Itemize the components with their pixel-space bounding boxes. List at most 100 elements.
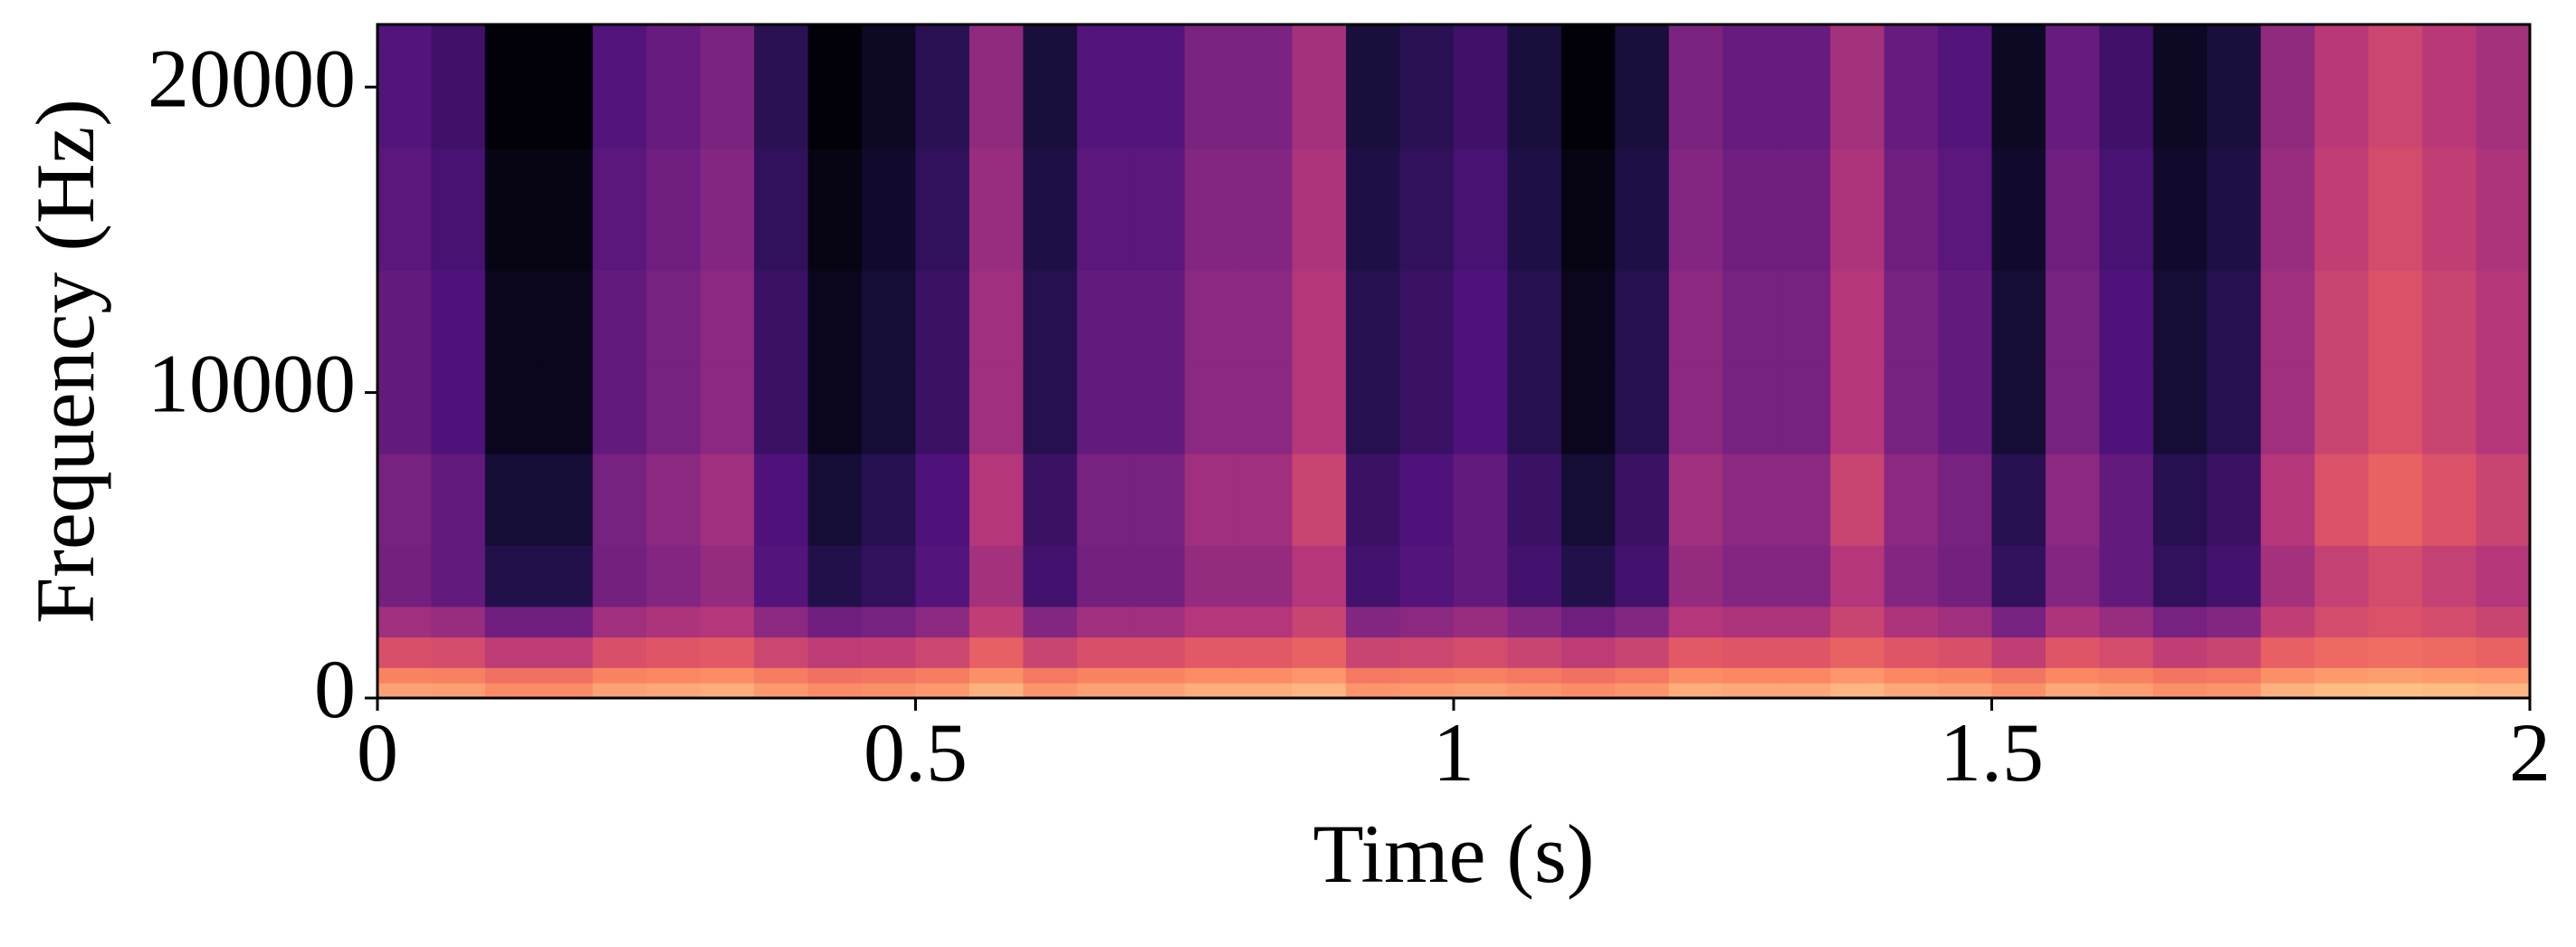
spectrogram-cell — [2368, 361, 2423, 454]
spectrogram-cell — [1560, 683, 1616, 699]
spectrogram-cell — [2476, 683, 2531, 699]
spectrogram-cell — [2045, 636, 2100, 668]
spectrogram-cell — [484, 545, 539, 607]
spectrogram-cell — [2368, 24, 2423, 149]
spectrogram-cell — [1668, 667, 1723, 684]
spectrogram-cell — [2476, 24, 2531, 149]
spectrogram-cell — [1292, 454, 1347, 546]
spectrogram-cell — [1722, 24, 1778, 149]
spectrogram-cell — [377, 667, 433, 684]
spectrogram-cell — [862, 270, 917, 363]
spectrogram-cell — [807, 361, 863, 454]
spectrogram-cell — [1076, 667, 1131, 684]
spectrogram-cell — [1131, 683, 1186, 699]
spectrogram-cell — [1776, 667, 1831, 684]
spectrogram-cell — [754, 636, 809, 668]
spectrogram-cell — [1830, 361, 1885, 454]
spectrogram-cell — [2099, 683, 2154, 699]
spectrogram-cell — [1722, 683, 1778, 699]
spectrogram-cell — [968, 545, 1024, 607]
spectrogram-cell — [1560, 361, 1616, 454]
spectrogram-cell — [807, 683, 863, 699]
spectrogram-cell — [484, 667, 539, 684]
spectrogram-cell — [1884, 606, 1939, 638]
spectrogram-cell — [1346, 545, 1401, 607]
spectrogram-cell — [1560, 667, 1616, 684]
spectrogram-cell — [1076, 454, 1131, 546]
spectrogram-cell — [1668, 24, 1723, 149]
spectrogram-cell — [1454, 454, 1509, 546]
spectrogram-cell — [1399, 545, 1455, 607]
spectrogram-cell — [1238, 545, 1293, 607]
spectrogram-cell — [1131, 667, 1186, 684]
spectrogram-cell — [1131, 24, 1186, 149]
spectrogram-cell — [1884, 148, 1939, 272]
spectrogram-cell — [1668, 683, 1723, 699]
spectrogram-cell — [968, 606, 1024, 638]
spectrogram-cell — [862, 545, 917, 607]
spectrogram-cell — [968, 454, 1024, 546]
spectrogram-cell — [1184, 683, 1239, 699]
spectrogram-cell — [1292, 636, 1347, 668]
spectrogram-cell — [2368, 636, 2423, 668]
spectrogram-cell — [754, 606, 809, 638]
spectrogram-cell — [1184, 667, 1239, 684]
spectrogram-cell — [1615, 683, 1670, 699]
spectrogram-cell — [1615, 636, 1670, 668]
spectrogram-cell — [807, 454, 863, 546]
spectrogram-cell — [1938, 148, 1993, 272]
spectrogram-cell — [1615, 361, 1670, 454]
x-tick-label: 1 — [1433, 706, 1474, 799]
spectrogram-cell — [1346, 270, 1401, 363]
spectrogram-cell — [1184, 545, 1239, 607]
spectrogram-cell — [1830, 667, 1885, 684]
spectrogram-cell — [1346, 606, 1401, 638]
spectrogram-cell — [539, 545, 594, 607]
spectrogram-cell — [2152, 148, 2208, 272]
spectrogram-cell — [2422, 24, 2477, 149]
spectrogram-cell — [1238, 361, 1293, 454]
spectrogram-cell — [1399, 667, 1455, 684]
spectrogram-cell — [1991, 636, 2046, 668]
spectrogram-cell — [1830, 270, 1885, 363]
spectrogram-cell — [1615, 270, 1670, 363]
spectrogram-cell — [1560, 24, 1616, 149]
spectrogram-cell — [754, 24, 809, 149]
spectrogram-cell — [1292, 24, 1347, 149]
spectrogram-cell — [646, 24, 701, 149]
spectrogram-cell — [1615, 545, 1670, 607]
spectrogram-cell — [646, 148, 701, 272]
spectrogram-cell — [484, 270, 539, 363]
spectrogram-cell — [1560, 545, 1616, 607]
spectrogram-cell — [539, 636, 594, 668]
spectrogram-cell — [2314, 148, 2370, 272]
spectrogram-cell — [1668, 361, 1723, 454]
spectrogram-cell — [1668, 636, 1723, 668]
spectrogram-cell — [1722, 545, 1778, 607]
spectrogram-cell — [2422, 270, 2477, 363]
spectrogram-cell — [700, 545, 755, 607]
spectrogram-cell — [1292, 148, 1347, 272]
spectrogram-cell — [2314, 361, 2370, 454]
spectrogram-cell — [1346, 636, 1401, 668]
spectrogram-cell — [1560, 606, 1616, 638]
spectrogram-cell — [1722, 636, 1778, 668]
spectrogram-cell — [377, 454, 433, 546]
y-tick-label: 0 — [314, 643, 356, 735]
spectrogram-cell — [377, 683, 433, 699]
spectrogram-cell — [1454, 148, 1509, 272]
spectrogram-cell — [1884, 270, 1939, 363]
spectrogram-cell — [968, 24, 1024, 149]
spectrogram-cell — [646, 361, 701, 454]
spectrogram-cell — [2476, 667, 2531, 684]
spectrogram-cell — [1991, 148, 2046, 272]
spectrogram-cell — [2152, 636, 2208, 668]
spectrogram-cell — [862, 361, 917, 454]
spectrogram-cell — [1346, 148, 1401, 272]
spectrogram-cell — [2045, 667, 2100, 684]
spectrogram-cell — [1023, 545, 1078, 607]
y-axis-label: Frequency (Hz) — [19, 99, 111, 624]
x-tick-label: 2 — [2509, 706, 2551, 799]
spectrogram-cell — [1507, 683, 1562, 699]
y-tick-label: 20000 — [148, 32, 356, 124]
